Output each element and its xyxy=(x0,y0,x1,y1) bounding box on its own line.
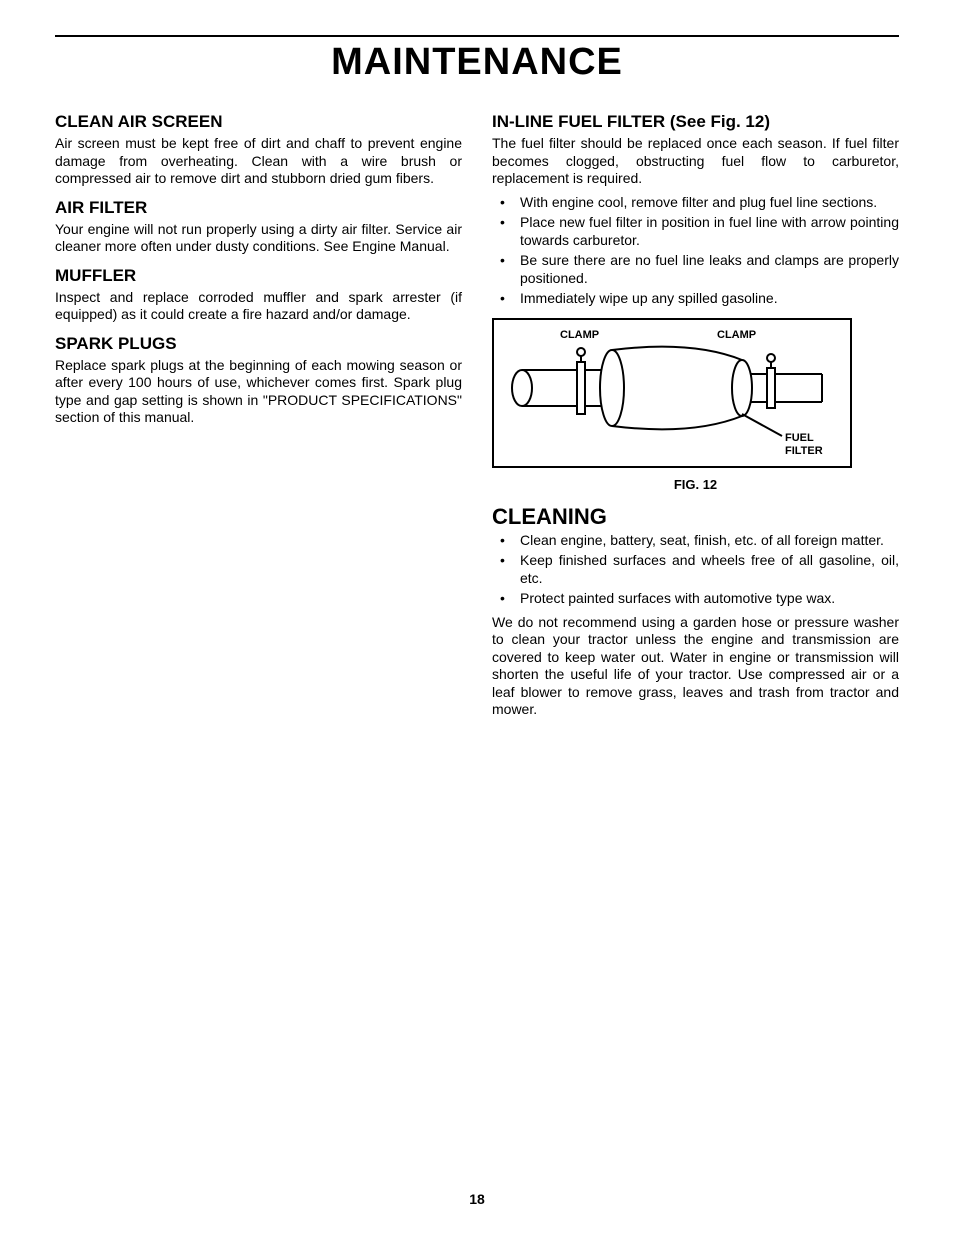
list-item: Protect painted surfaces with automotive… xyxy=(492,590,899,608)
top-rule xyxy=(55,35,899,37)
label-fuel: FUEL xyxy=(785,432,814,444)
para-spark-plugs: Replace spark plugs at the beginning of … xyxy=(55,357,462,427)
para-air-filter: Your engine will not run properly using … xyxy=(55,221,462,256)
para-cleaning-warning: We do not recommend using a garden hose … xyxy=(492,614,899,719)
para-muffler: Inspect and replace corroded muffler and… xyxy=(55,289,462,324)
heading-muffler: MUFFLER xyxy=(55,266,462,286)
list-item: Immediately wipe up any spilled gasoline… xyxy=(492,290,899,308)
list-item: Keep finished surfaces and wheels free o… xyxy=(492,552,899,587)
label-filter: FILTER xyxy=(785,445,823,457)
list-item: Place new fuel filter in position in fue… xyxy=(492,214,899,249)
list-item: With engine cool, remove filter and plug… xyxy=(492,194,899,212)
para-clean-air-screen: Air screen must be kept free of dirt and… xyxy=(55,135,462,188)
list-fuel-filter: With engine cool, remove filter and plug… xyxy=(492,194,899,308)
left-column: CLEAN AIR SCREEN Air screen must be kept… xyxy=(55,102,462,725)
para-fuel-filter: The fuel filter should be replaced once … xyxy=(492,135,899,188)
list-item: Clean engine, battery, seat, finish, etc… xyxy=(492,532,899,550)
list-cleaning: Clean engine, battery, seat, finish, etc… xyxy=(492,532,899,608)
fuel-filter-diagram-icon: CLAMP CLAMP FUEL FILTER xyxy=(492,318,852,468)
list-item: Be sure there are no fuel line leaks and… xyxy=(492,252,899,287)
heading-clean-air-screen: CLEAN AIR SCREEN xyxy=(55,112,462,132)
heading-fuel-filter: IN-LINE FUEL FILTER (See Fig. 12) xyxy=(492,112,899,132)
figure-12: CLAMP CLAMP FUEL FILTER FIG. 12 xyxy=(492,318,899,492)
heading-spark-plugs: SPARK PLUGS xyxy=(55,334,462,354)
content-columns: CLEAN AIR SCREEN Air screen must be kept… xyxy=(55,102,899,725)
heading-cleaning: CLEANING xyxy=(492,504,899,530)
label-clamp-right: CLAMP xyxy=(717,329,756,341)
heading-air-filter: AIR FILTER xyxy=(55,198,462,218)
right-column: IN-LINE FUEL FILTER (See Fig. 12) The fu… xyxy=(492,102,899,725)
figure-caption: FIG. 12 xyxy=(492,477,899,492)
page-number: 18 xyxy=(0,1191,954,1207)
label-clamp-left: CLAMP xyxy=(560,329,599,341)
page-title: MAINTENANCE xyxy=(55,41,899,84)
